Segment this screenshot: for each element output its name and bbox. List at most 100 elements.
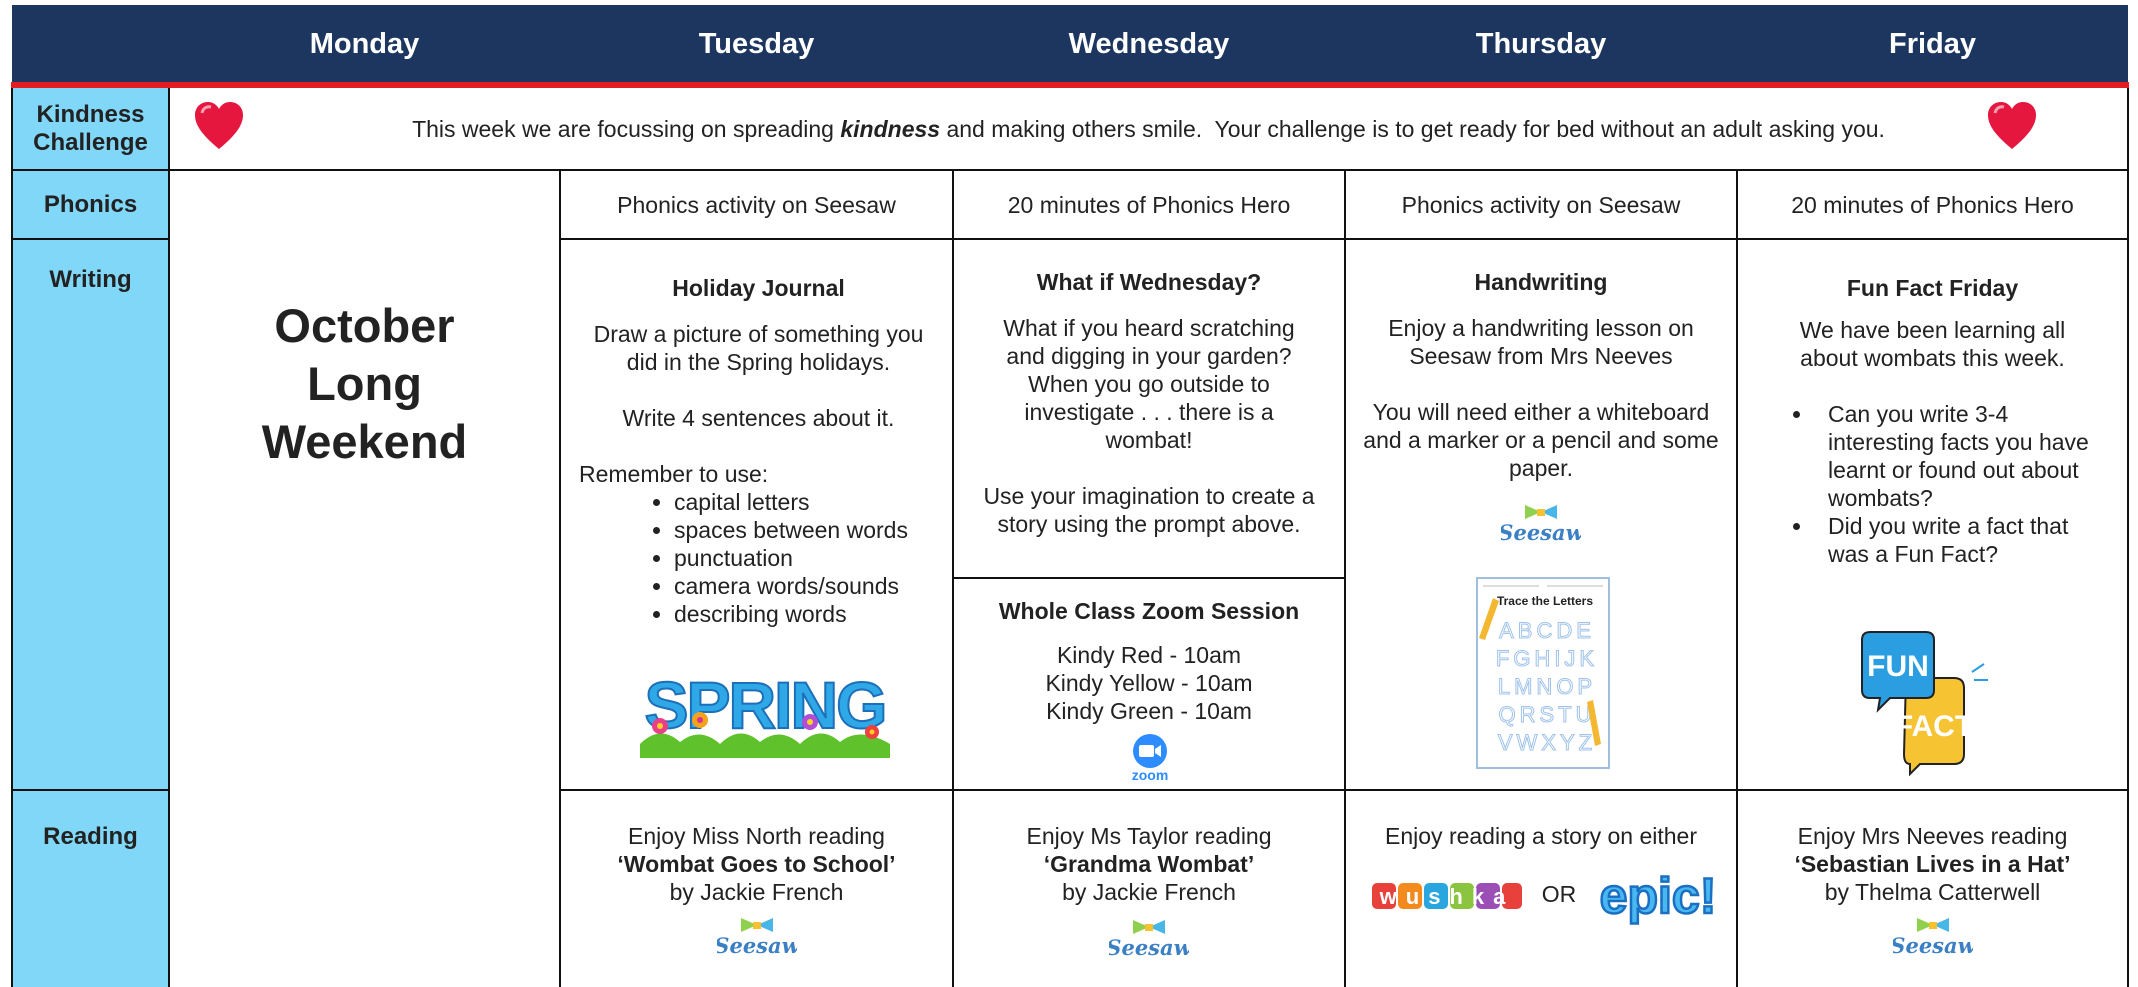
seesaw-logo: Seesaw (1893, 918, 1973, 958)
bullet-list: capital letters spaces between words pun… (579, 488, 938, 628)
logo-text: zoom (1132, 767, 1169, 783)
worksheet-row: QRSTU (1499, 702, 1596, 727)
monday-line: Long (307, 357, 422, 410)
writing-content: Handwriting Enjoy a handwriting lesson o… (1346, 240, 1736, 787)
kindness-cell: This week we are focussing on spreading … (168, 84, 2129, 171)
writing-cell: Holiday Journal Draw a picture of someth… (559, 238, 954, 791)
paragraph: We have been learning all about wombats … (1799, 317, 2066, 371)
bullet: describing words (674, 600, 938, 628)
writing-row: Writing Holiday Journal Draw a picture o… (11, 238, 2129, 791)
cell-title: Fun Fact Friday (1846, 275, 2019, 301)
session-line: Kindy Red - 10am (1056, 642, 1242, 668)
day-header: Wednesday (953, 5, 1345, 88)
reading-cell: Enjoy Ms Taylor reading ‘Grandma Wombat’… (952, 789, 1346, 987)
worksheet-image: Trace the Letters ABCDE FGHIJK LMNOP QRS… (1476, 577, 1610, 769)
monday-line: October (274, 299, 455, 352)
bullet: Did you write a fact that was a Fun Fact… (1814, 512, 2113, 568)
worksheet-row: LMNOP (1498, 674, 1596, 699)
spring-logo: SPRING (640, 674, 890, 758)
text: and making others smile. Your challenge … (940, 115, 1885, 142)
seesaw-logo: Seesaw (1501, 505, 1581, 545)
monday-line: Weekend (261, 415, 468, 468)
monday-cell: October Long Weekend (168, 169, 561, 987)
bullet: capital letters (674, 488, 938, 516)
paragraph: Draw a picture of something you did in t… (593, 321, 924, 375)
list-intro: Remember to use: (579, 461, 769, 487)
worksheet-row: FGHIJK (1496, 646, 1598, 671)
reading-cell: Enjoy Miss North reading ‘Wombat Goes to… (559, 789, 954, 987)
bullet: spaces between words (674, 516, 938, 544)
worksheet-title: Trace the Letters (1497, 594, 1593, 608)
paragraph: Write 4 sentences about it. (622, 405, 895, 431)
cell-title: What if Wednesday? (1036, 269, 1262, 295)
logo-text: wushka (1379, 884, 1515, 909)
day-header: Thursday (1345, 5, 1737, 88)
text: This week we are focussing on spreading (412, 115, 841, 142)
book-author: by Jackie French (669, 879, 844, 905)
reading-cell: Enjoy Mrs Neeves reading ‘Sebastian Live… (1736, 789, 2129, 987)
phonics-row: Phonics October Long Weekend Phonics act… (11, 169, 2129, 987)
worksheet-row: VWXYZ (1498, 730, 1596, 755)
logo-text: Seesaw (717, 933, 797, 958)
bullet-list: Can you write 3-4 interesting facts you … (1752, 400, 2113, 568)
logo-text: Seesaw (1501, 520, 1581, 545)
logo-text: epic! (1600, 869, 1717, 924)
heart-icon (1988, 102, 2036, 149)
book-title: ‘Wombat Goes to School’ (617, 851, 896, 877)
kindness-text: This week we are focussing on spreading … (412, 115, 1885, 143)
reading-intro: Enjoy Mrs Neeves reading (1797, 823, 2068, 849)
header-corner (12, 5, 169, 88)
zoom-logo: zoom (1132, 734, 1169, 783)
bullet: punctuation (674, 544, 938, 572)
reading-logos: wushka OR epic! (1372, 869, 1718, 925)
paragraph: You will need either a whiteboard and a … (1363, 399, 1719, 481)
timetable: Monday Tuesday Wednesday Thursday Friday… (11, 5, 2129, 987)
book-title: ‘Sebastian Lives in a Hat’ (1794, 851, 2071, 877)
day-header: Monday (169, 5, 560, 88)
row-label: Phonics (11, 169, 170, 240)
seesaw-logo: Seesaw (717, 918, 797, 958)
book-author: by Thelma Catterwell (1824, 879, 2041, 905)
session-line: Kindy Green - 10am (1046, 698, 1252, 724)
logo-text: FUN (1867, 650, 1929, 683)
header-row: Monday Tuesday Wednesday Thursday Friday (12, 5, 2128, 88)
reading-intro: Enjoy Miss North reading (628, 823, 885, 849)
book-author: by Jackie French (1062, 879, 1236, 905)
reading-content: Enjoy Miss North reading ‘Wombat Goes to… (561, 791, 952, 987)
writing-content: Fun Fact Friday We have been learning al… (1738, 240, 2127, 787)
cell-title: Whole Class Zoom Session (998, 598, 1300, 624)
logo-text: Seesaw (1109, 935, 1189, 960)
logo-text: FACT (1895, 710, 1973, 743)
phonics-cell: 20 minutes of Phonics Hero (1736, 169, 2129, 240)
kindness-row: Kindness Challenge This week we are focu… (11, 84, 2129, 171)
kindness-content: This week we are focussing on spreading … (170, 88, 2127, 169)
zoom-session: Whole Class Zoom Session Kindy Red - 10a… (954, 579, 1344, 789)
writing-cell: Fun Fact Friday We have been learning al… (1736, 238, 2129, 791)
logo-text: Seesaw (1893, 933, 1973, 958)
row-label: Kindness Challenge (11, 84, 170, 171)
paragraph: What if you heard scratching and digging… (1003, 315, 1295, 453)
phonics-cell: Phonics activity on Seesaw (1344, 169, 1738, 240)
reading-content: Enjoy reading a story on either wushka O… (1346, 791, 1736, 987)
row-label: Writing (11, 238, 170, 791)
writing-content: What if Wednesday? What if you heard scr… (954, 240, 1344, 579)
phonics-cell: 20 minutes of Phonics Hero (952, 169, 1346, 240)
connector-text: OR (1542, 881, 1577, 907)
worksheet-row: ABCDE (1499, 618, 1595, 643)
reading-row: Reading Enjoy Miss North reading ‘Wombat… (11, 789, 2129, 987)
phonics-cell: Phonics activity on Seesaw (559, 169, 954, 240)
emphasis: kindness (840, 115, 941, 142)
reading-intro: Enjoy Ms Taylor reading (1026, 823, 1272, 849)
cell-title: Handwriting (1474, 269, 1608, 295)
reading-content: Enjoy Mrs Neeves reading ‘Sebastian Live… (1738, 791, 2127, 987)
bullet: Can you write 3-4 interesting facts you … (1814, 400, 2113, 512)
book-title: ‘Grandma Wombat’ (1043, 851, 1255, 877)
reading-intro: Enjoy reading a story on either (1385, 823, 1697, 849)
day-header: Tuesday (560, 5, 953, 88)
bullet: camera words/sounds (674, 572, 938, 600)
heart-icon (195, 102, 243, 149)
paragraph: Enjoy a handwriting lesson on Seesaw fro… (1388, 315, 1694, 369)
